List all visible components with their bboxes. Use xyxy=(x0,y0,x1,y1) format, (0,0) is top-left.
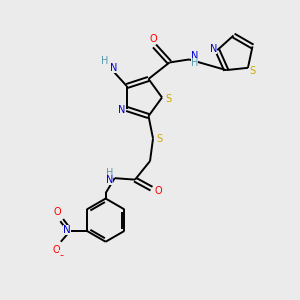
Text: S: S xyxy=(166,94,172,104)
Text: -: - xyxy=(59,250,63,260)
Text: N: N xyxy=(110,63,118,73)
Text: N: N xyxy=(63,225,71,235)
Text: N: N xyxy=(191,51,198,61)
Text: H: H xyxy=(106,168,113,178)
Text: H: H xyxy=(101,56,109,66)
Text: O: O xyxy=(54,207,61,217)
Text: O: O xyxy=(154,186,162,196)
Text: S: S xyxy=(157,134,163,143)
Text: O: O xyxy=(53,244,60,254)
Text: S: S xyxy=(249,66,256,76)
Text: O: O xyxy=(149,34,157,44)
Text: N: N xyxy=(106,175,113,184)
Text: N: N xyxy=(210,44,218,54)
Text: H: H xyxy=(191,58,198,68)
Text: N: N xyxy=(118,106,125,116)
